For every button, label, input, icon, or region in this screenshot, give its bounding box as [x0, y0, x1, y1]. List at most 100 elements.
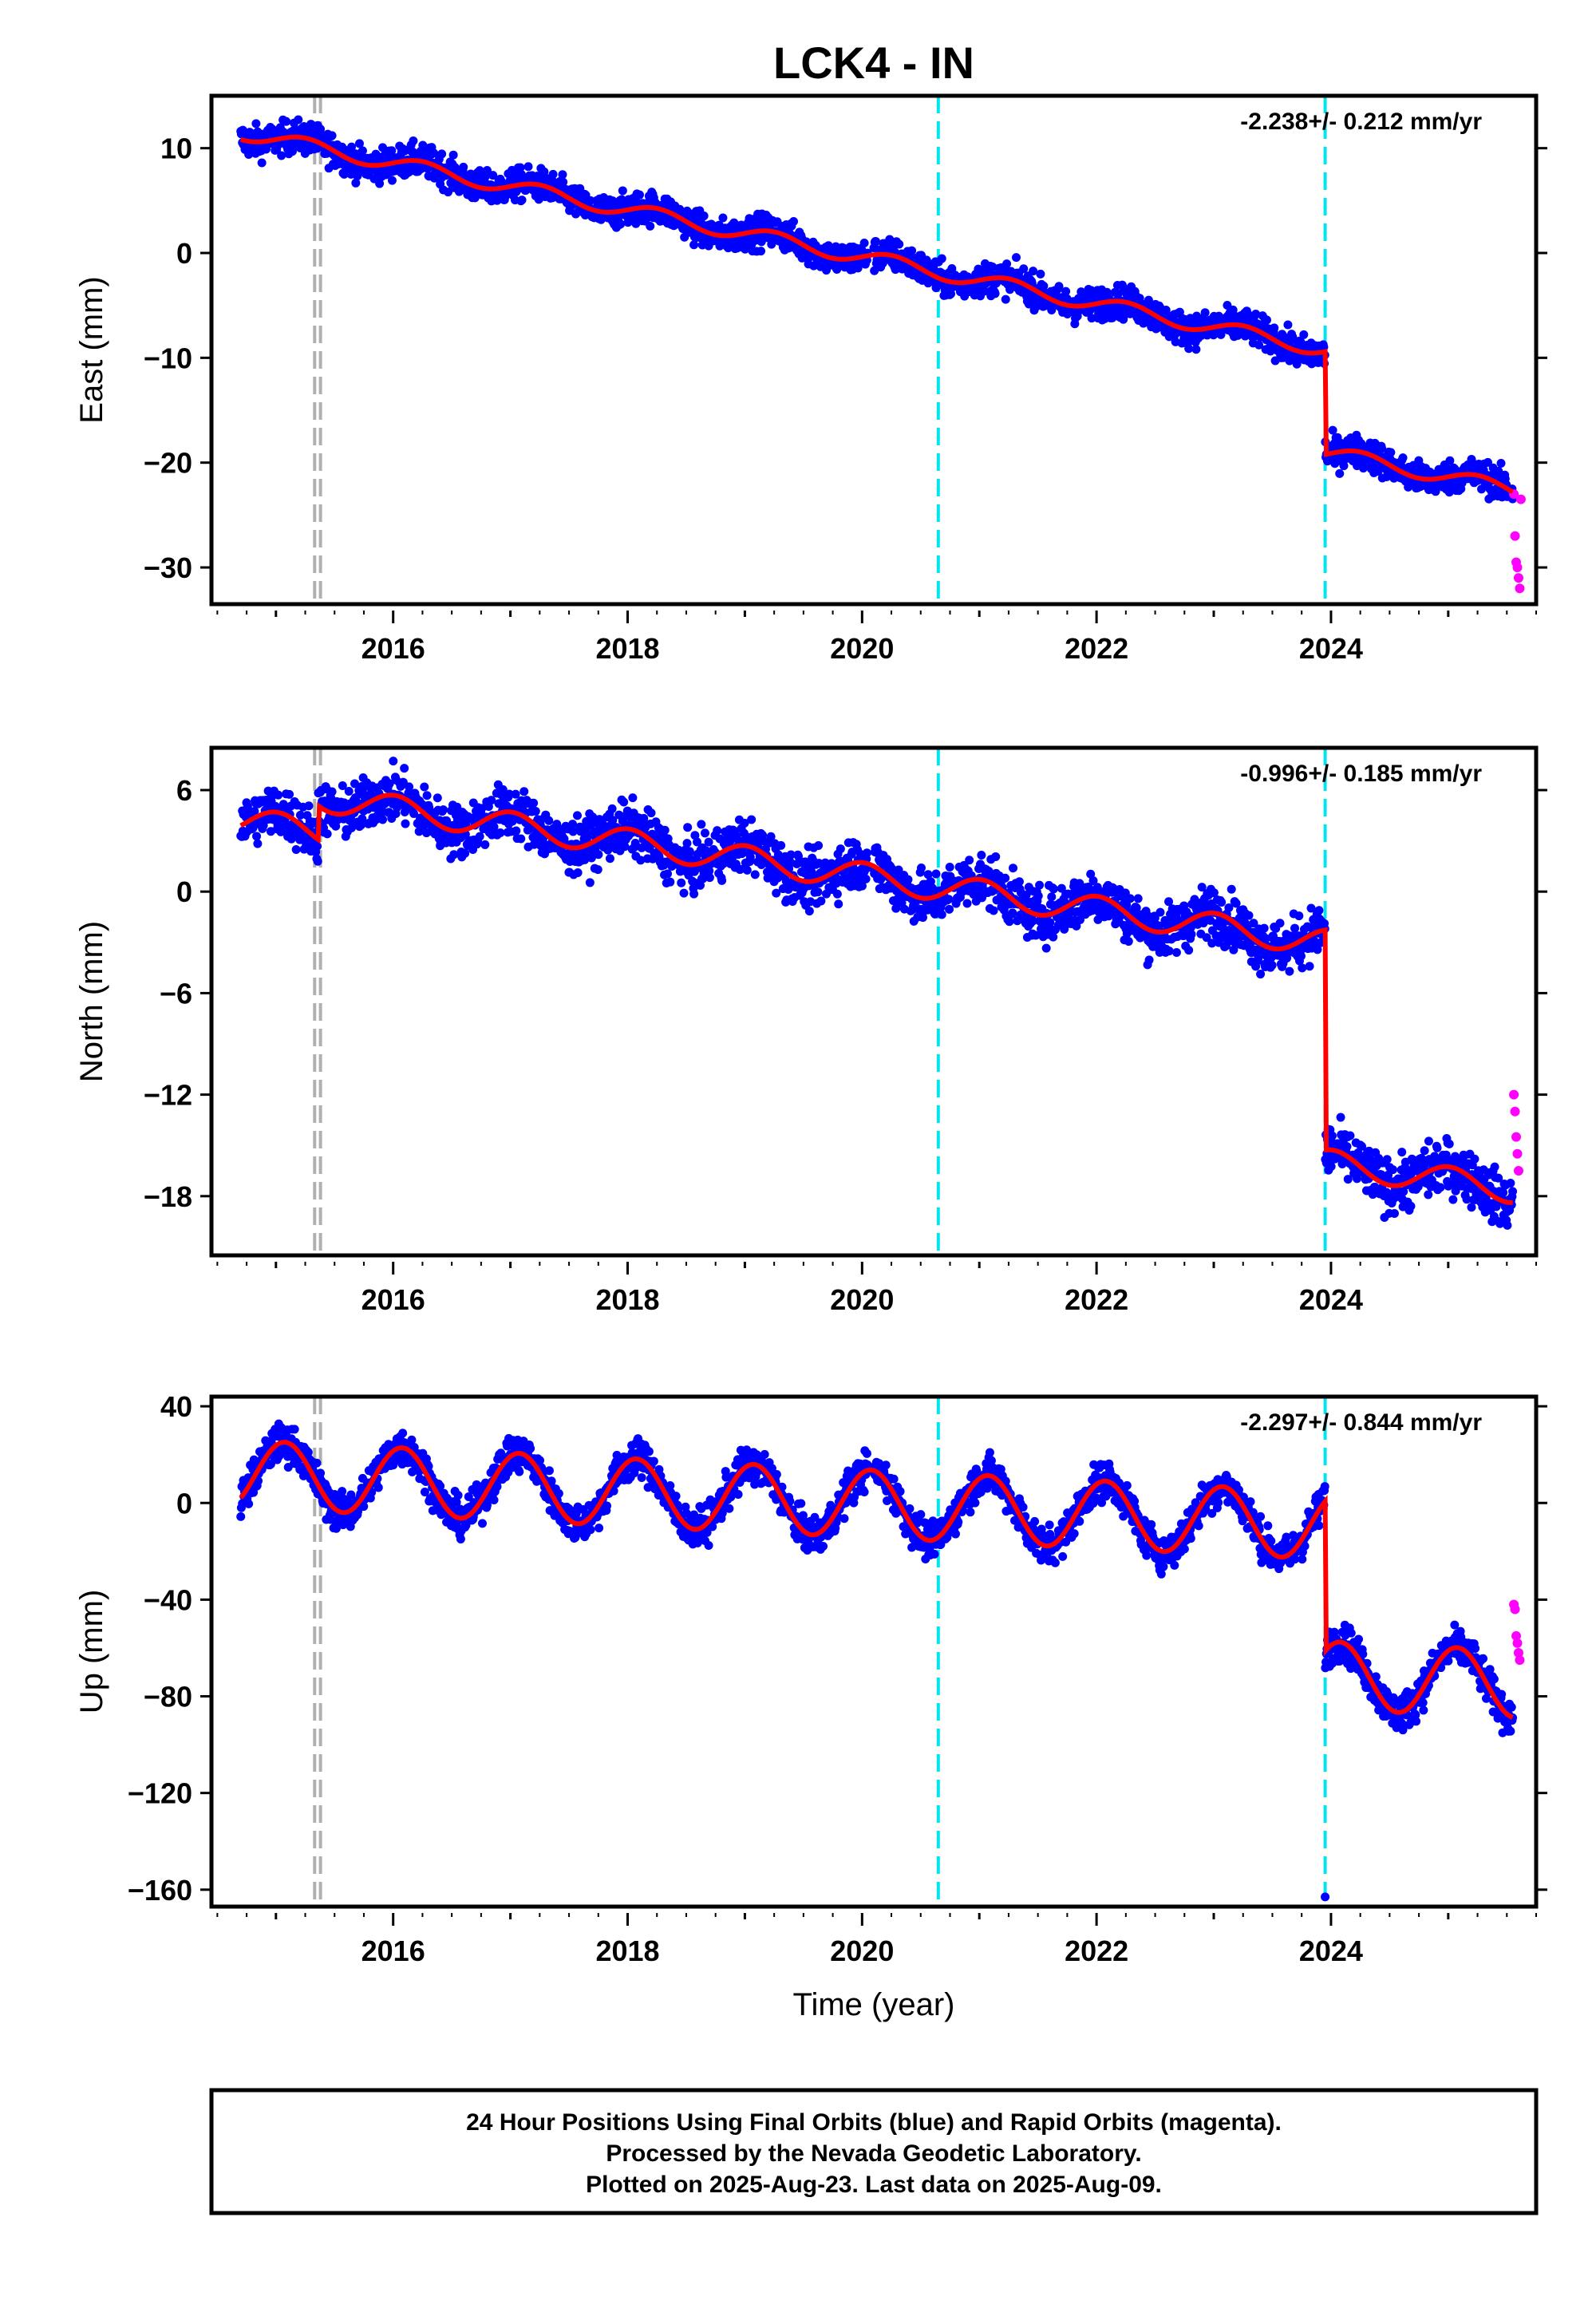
data-point-final — [1285, 966, 1294, 976]
data-point-final — [1259, 923, 1269, 933]
data-point-final — [1406, 1201, 1416, 1211]
data-point-final — [422, 791, 432, 800]
x-tick-label: 2020 — [830, 632, 894, 665]
data-point-final — [236, 1512, 246, 1521]
data-point-final — [1135, 294, 1144, 303]
x-tick-label: 2022 — [1065, 1283, 1128, 1316]
y-tick-label: −6 — [160, 977, 192, 1010]
data-point-final — [1125, 894, 1135, 903]
data-point-final — [558, 170, 567, 180]
x-tick-label: 2022 — [1065, 632, 1128, 665]
data-point-final — [294, 115, 303, 124]
data-point-final — [1011, 253, 1021, 263]
data-point-final — [433, 793, 442, 803]
data-point-final — [1294, 911, 1304, 921]
data-point-final — [1386, 448, 1396, 457]
data-point-final — [1436, 1183, 1445, 1192]
y-tick-label: −10 — [144, 342, 192, 374]
rate-annotation: -0.996+/- 0.185 mm/yr — [1240, 761, 1482, 787]
data-point-final — [895, 239, 904, 249]
data-point-final — [378, 815, 388, 824]
data-point-final — [1506, 1179, 1515, 1188]
data-point-final — [375, 179, 385, 188]
data-point-final — [1424, 1136, 1433, 1146]
data-point-rapid — [1510, 1106, 1520, 1117]
data-point-final — [989, 906, 998, 915]
data-point-final — [347, 142, 357, 152]
data-point-final — [1314, 906, 1324, 915]
data-point-final — [274, 790, 283, 800]
data-point-final — [816, 896, 826, 906]
data-point-final — [475, 166, 484, 176]
data-point-final — [1187, 930, 1196, 939]
data-point-final — [1445, 456, 1455, 465]
data-point-final — [1008, 908, 1017, 918]
data-point-final — [257, 158, 267, 168]
data-point-final — [512, 826, 521, 836]
data-point-final — [489, 822, 499, 832]
data-point-final — [862, 848, 871, 858]
data-point-final — [252, 832, 262, 841]
data-point-final — [834, 899, 843, 909]
y-tick-label: 0 — [176, 237, 192, 270]
data-point-final — [965, 856, 974, 865]
data-point-final — [488, 171, 498, 180]
data-point-final — [1288, 332, 1298, 342]
data-point-final — [718, 213, 728, 223]
data-point-final — [327, 787, 337, 796]
data-point-final — [1171, 948, 1181, 958]
data-point-final — [991, 852, 1001, 861]
data-point-final — [1299, 330, 1309, 339]
data-point-final — [448, 150, 458, 160]
data-point-final — [480, 840, 490, 849]
data-point-final — [677, 878, 686, 887]
data-point-final — [679, 888, 689, 898]
data-point-final — [1251, 309, 1261, 318]
data-point-final — [607, 804, 617, 813]
data-point-final — [1133, 894, 1143, 903]
data-point-final — [1223, 300, 1232, 310]
x-tick-label: 2018 — [595, 632, 659, 665]
data-point-final — [1217, 898, 1227, 907]
data-point-final — [804, 907, 814, 916]
data-point-final — [1164, 947, 1174, 956]
data-point-final — [666, 877, 675, 887]
data-point-final — [1054, 282, 1064, 291]
data-point-final — [1035, 880, 1045, 890]
data-point-final — [1254, 340, 1264, 350]
data-point-final — [516, 163, 525, 172]
data-point-final — [304, 801, 314, 811]
data-point-final — [1009, 864, 1018, 873]
data-point-final — [1398, 453, 1408, 463]
data-point-final — [757, 247, 766, 256]
data-point-final — [466, 169, 476, 179]
data-point-final — [947, 263, 957, 273]
data-point-final — [689, 889, 699, 899]
data-point-final — [1005, 917, 1014, 927]
data-point-final — [1432, 1143, 1442, 1152]
data-point-final — [517, 196, 527, 205]
data-point-final — [1001, 294, 1010, 304]
data-point-rapid — [1512, 1148, 1523, 1159]
data-point-final — [836, 844, 845, 854]
data-point-final — [742, 865, 752, 875]
data-point-final — [544, 816, 554, 825]
data-point-final — [594, 850, 603, 860]
data-point-final — [1156, 907, 1165, 917]
data-point-final — [1270, 323, 1279, 333]
data-point-final — [931, 869, 941, 879]
data-point-final — [859, 239, 869, 248]
data-point-final — [660, 825, 670, 835]
data-point-final — [1200, 308, 1210, 318]
data-point-final — [313, 856, 322, 866]
x-tick-label: 2016 — [361, 1283, 425, 1316]
data-point-final — [903, 875, 913, 884]
data-point-final — [253, 839, 263, 848]
data-point-final — [977, 851, 986, 860]
data-point-final — [519, 787, 529, 796]
data-point-final — [704, 837, 713, 847]
data-point-rapid — [1513, 573, 1523, 583]
data-point-final — [1342, 1142, 1352, 1152]
x-tick-label: 2024 — [1299, 632, 1363, 665]
